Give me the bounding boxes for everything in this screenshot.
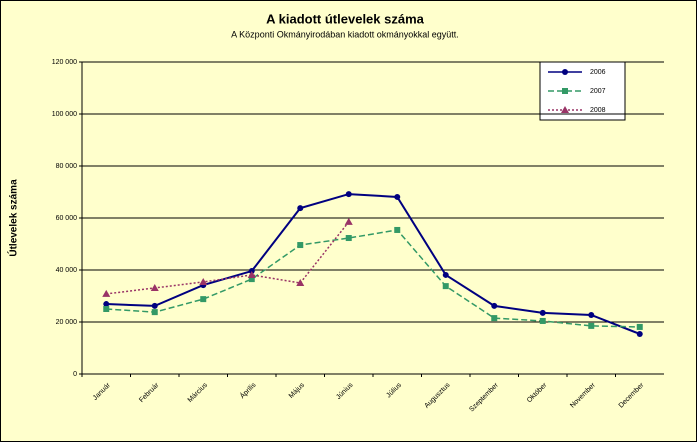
data-point [102,289,111,297]
data-point [344,217,353,225]
data-point [636,330,643,337]
y-tick-label: 120 000 [52,59,77,66]
legend-marker [561,106,569,113]
series-line [106,229,640,328]
data-point [151,302,158,309]
data-point [150,283,159,291]
chart-title: A kiadott útlevelek száma [266,11,425,26]
y-tick-label: 60 000 [56,215,78,222]
y-tick-label: 80 000 [56,163,78,170]
series-line [106,193,641,335]
series-line [106,221,350,295]
data-point [539,317,546,324]
legend-label: 2006 [590,69,606,76]
legend-marker [562,69,568,75]
data-point [296,279,305,286]
y-tick-label: 20 000 [56,319,78,326]
data-point [200,296,207,303]
data-point [539,309,546,316]
data-point [636,323,643,330]
y-axis-label: Útlevelek száma [7,179,20,257]
legend-label: 2007 [590,88,606,95]
data-point [491,302,498,309]
data-point [345,191,352,198]
y-tick-label: 0 [73,371,77,378]
data-point [297,205,304,212]
data-point [588,322,595,329]
data-point [151,309,158,316]
data-point [345,235,352,242]
data-point [588,311,595,318]
legend-label: 2008 [590,107,606,114]
data-point [394,226,401,233]
legend-marker [562,88,568,94]
y-tick-label: 40 000 [56,267,78,274]
data-point [442,283,449,290]
data-point [491,315,498,322]
data-point [297,242,304,249]
y-tick-label: 100 000 [52,111,77,118]
data-point [442,271,449,278]
chart-subtitle: A Központi Okmányirodában kiadott okmány… [231,29,459,39]
data-point [103,306,110,312]
data-point [103,301,110,308]
data-point [199,277,208,285]
data-point [394,193,401,200]
data-point [248,276,255,283]
data-point [247,270,256,278]
